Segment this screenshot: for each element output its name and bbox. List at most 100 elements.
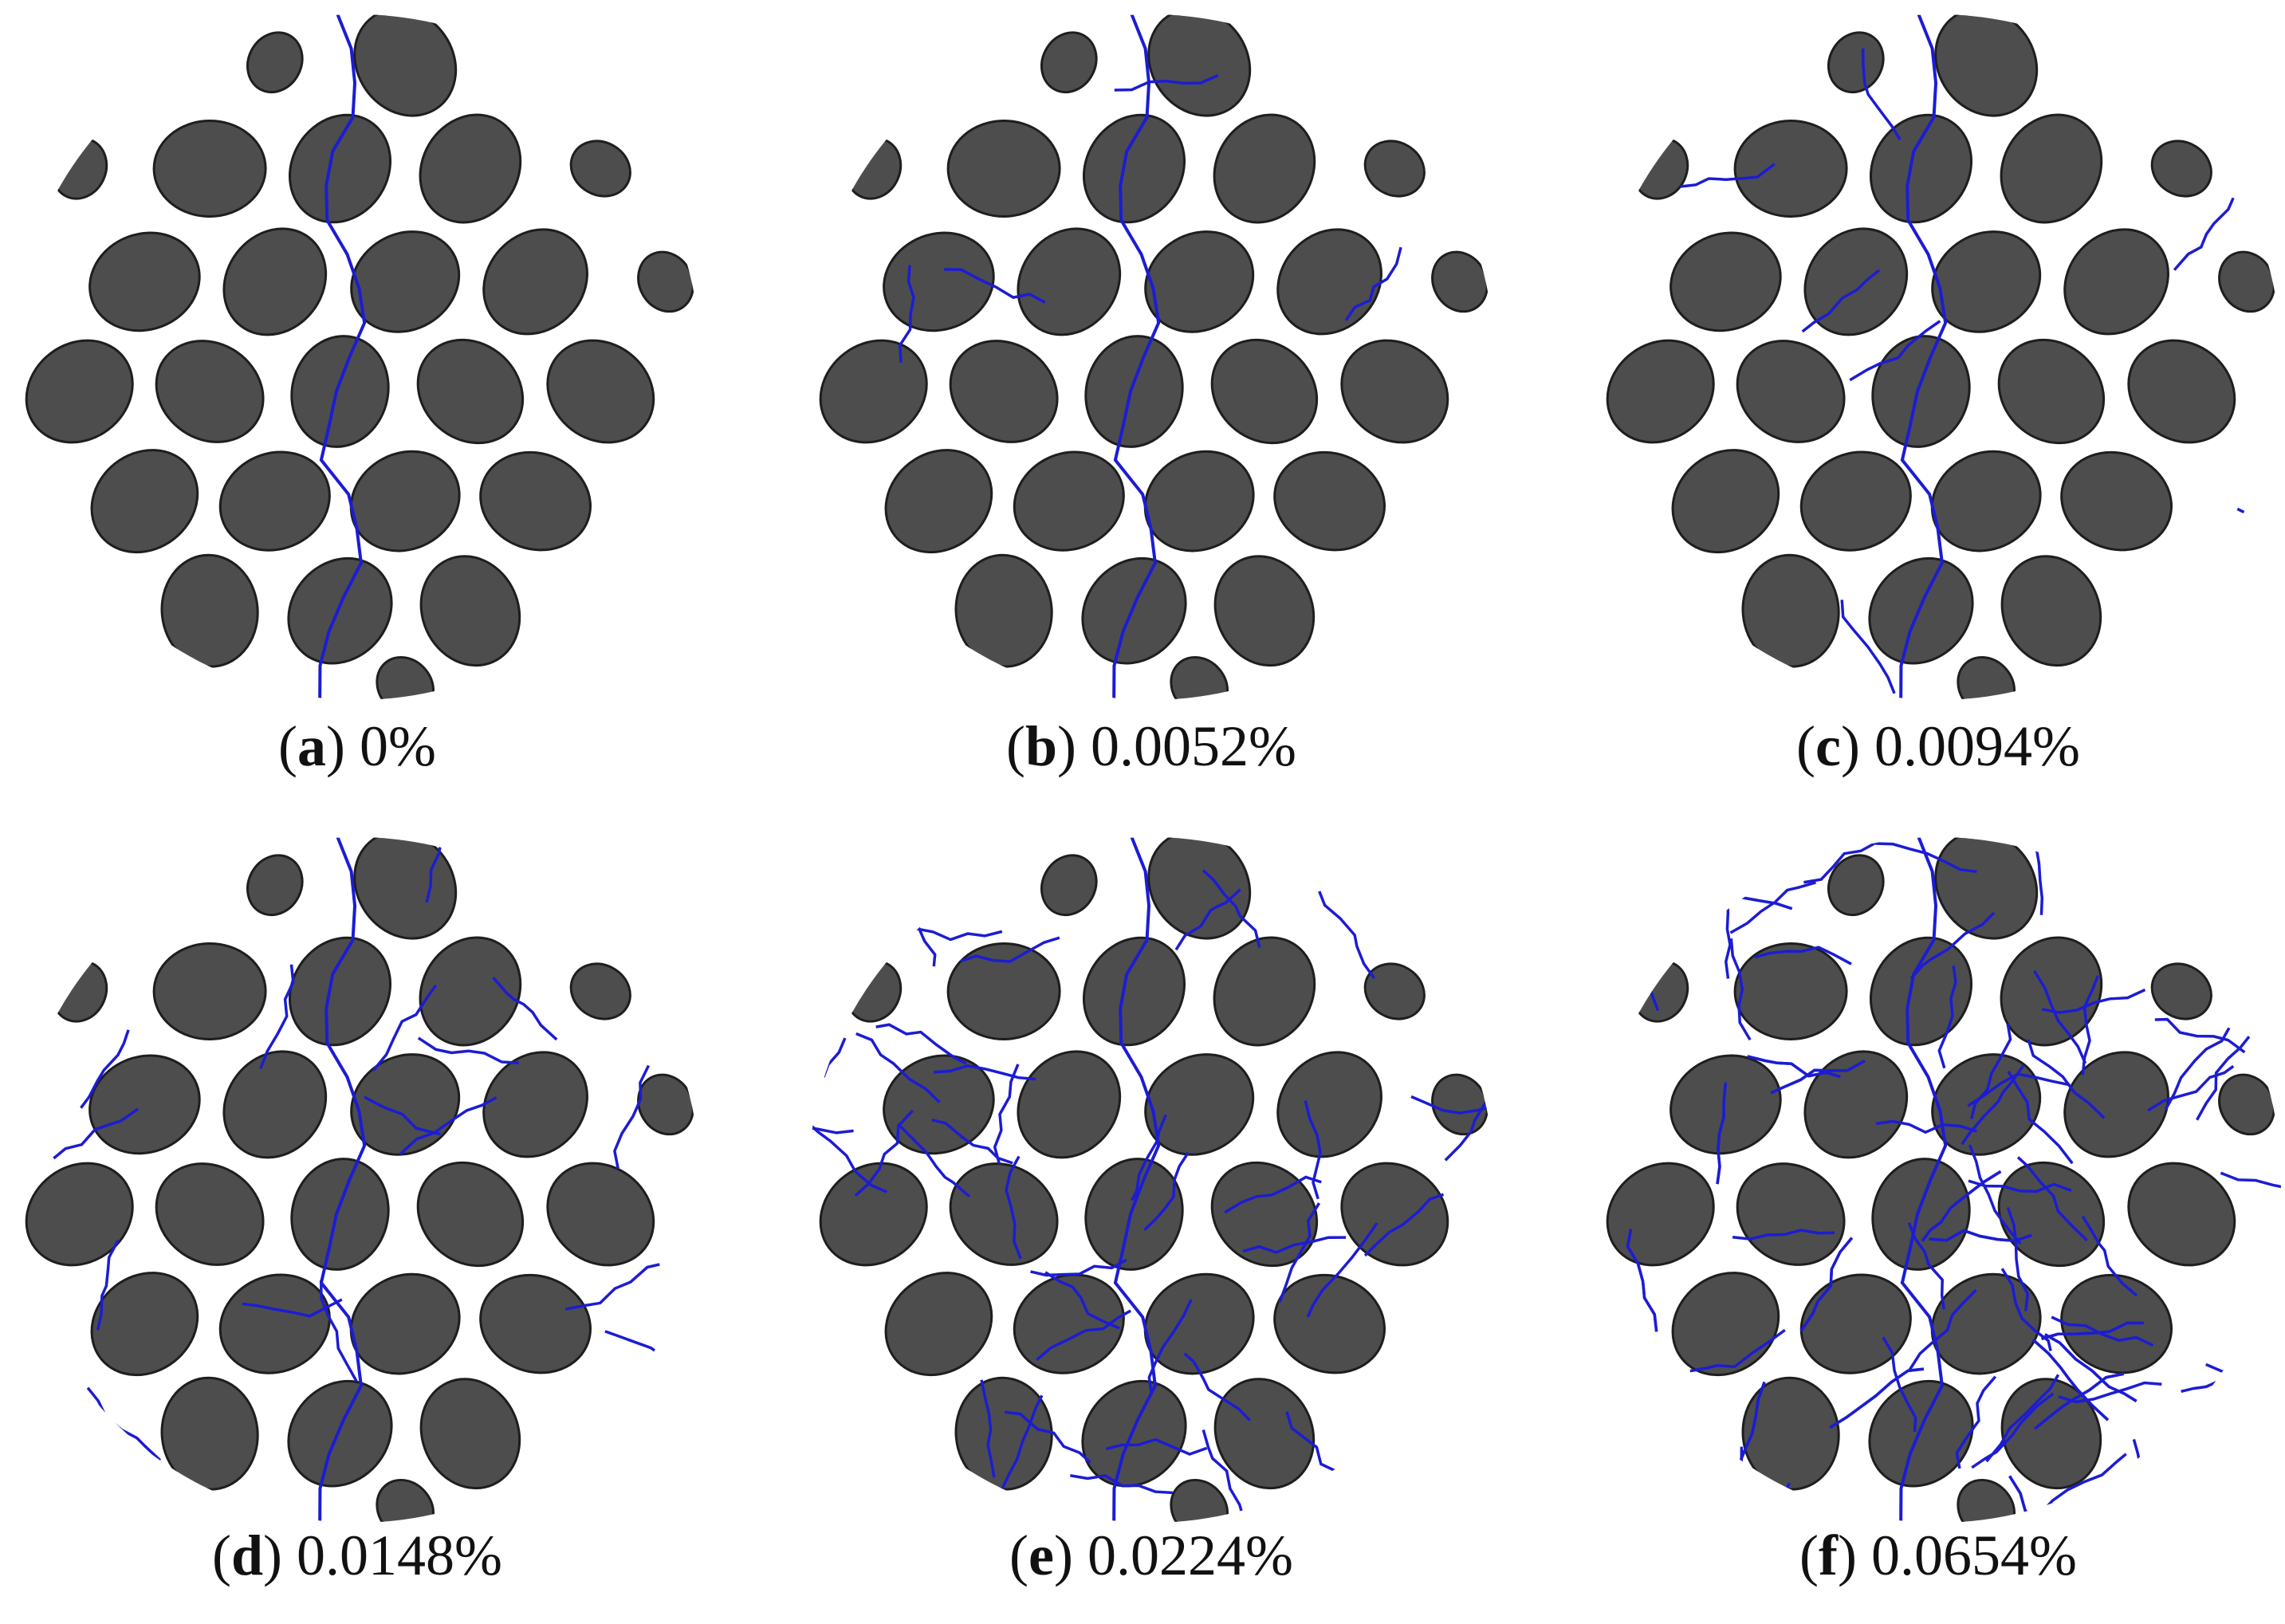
crack [2132,1438,2184,1523]
crack [2033,969,2087,1064]
aggregate [288,113,392,224]
crack [896,1123,971,1198]
caption-letter: b [1025,714,1057,778]
caption: (b) 0.0052% [1006,714,1296,778]
crack [1201,1429,1246,1523]
aggregate [376,1478,435,1523]
crack [2007,1070,2074,1165]
aggregate [349,450,461,552]
caption-text: ) 0.0052% [1057,714,1296,778]
crack [425,837,458,903]
caption-text: ) 0.0148% [263,1524,502,1587]
crack [320,1280,358,1382]
crack [2126,636,2219,663]
aggregate [160,553,259,668]
aggregate [246,31,304,94]
aggregate [152,119,267,218]
aggregate [419,1378,521,1490]
aggregate [25,1162,134,1267]
aggregate [1147,837,1252,940]
aggregate [1144,1053,1255,1156]
crack [2027,1039,2106,1119]
aggregate [1934,837,2039,940]
crack [2041,1321,2144,1341]
crack [1882,1336,1917,1433]
aggregate [1930,450,2042,552]
caption-text: ) 0.0654% [1838,1524,2077,1587]
crack [1112,14,1161,700]
aggregate [218,450,331,552]
specimen [25,837,694,1523]
caption: (c) 0.0094% [1796,714,2080,778]
crack [1626,1229,1658,1332]
aggregate [2150,140,2212,198]
crack [1929,1229,2032,1243]
crack [1908,1289,1977,1371]
aggregate [946,942,1061,1041]
aggregate [1736,1162,1846,1266]
aggregate [1997,1161,2106,1268]
crack [492,977,558,1041]
crack [1318,891,1376,980]
aggregate [1213,555,1316,667]
aggregate [155,340,265,443]
crack [1595,1445,1645,1469]
aggregate [1606,339,1715,444]
aggregate [1868,1379,1974,1488]
aggregate [1671,449,1780,554]
caption: (e) 0.0224% [1009,1524,1293,1587]
aggregate [1213,936,1316,1047]
aggregate [1871,335,1971,448]
specimen [1595,837,2281,1523]
crack [2051,1315,2154,1347]
aggregate [1170,655,1229,700]
crack [587,1432,686,1479]
caption-letter: f [1819,1524,1839,1587]
crack [2081,1215,2138,1297]
aggregate [1147,14,1252,117]
crack [2039,1453,2127,1515]
aggregate [1827,31,1885,94]
crack [1899,837,1948,1523]
aggregate [845,137,903,200]
aggregate [290,335,390,448]
aggregate [2060,450,2173,552]
aggregate [160,1376,259,1491]
crack [86,1386,162,1461]
aggregate [479,1273,592,1374]
aggregate [25,339,134,444]
crack [564,1263,660,1311]
aggregate [884,449,993,554]
crack [56,879,87,967]
aggregate [1871,1158,1971,1271]
aggregate [90,1272,199,1377]
aggregate [1868,556,1974,665]
aggregate [845,960,903,1023]
aggregate [1013,450,1125,552]
crack [1183,1352,1252,1421]
crack [2164,1027,2231,1111]
crack [999,1394,1044,1492]
crack [1114,73,1219,92]
crack [1680,163,1776,188]
crack [1242,1236,1347,1254]
aggregate [2000,936,2103,1047]
aggregate [949,1162,1059,1266]
crack [372,984,438,1072]
aggregate [152,942,267,1041]
aggregate [222,227,328,336]
crack [2041,988,2146,1014]
crack [364,1095,441,1136]
crack [1968,1179,2072,1193]
crack [1967,1072,2071,1107]
crack [1143,1151,1190,1232]
aggregate [482,228,588,336]
crack [1829,1367,1925,1429]
aggregate [1276,1051,1382,1158]
aggregate [1606,1162,1715,1267]
crack [1304,1099,1322,1200]
crack [1044,1271,1120,1330]
crack [1070,1474,1173,1495]
crack [1201,869,1261,948]
